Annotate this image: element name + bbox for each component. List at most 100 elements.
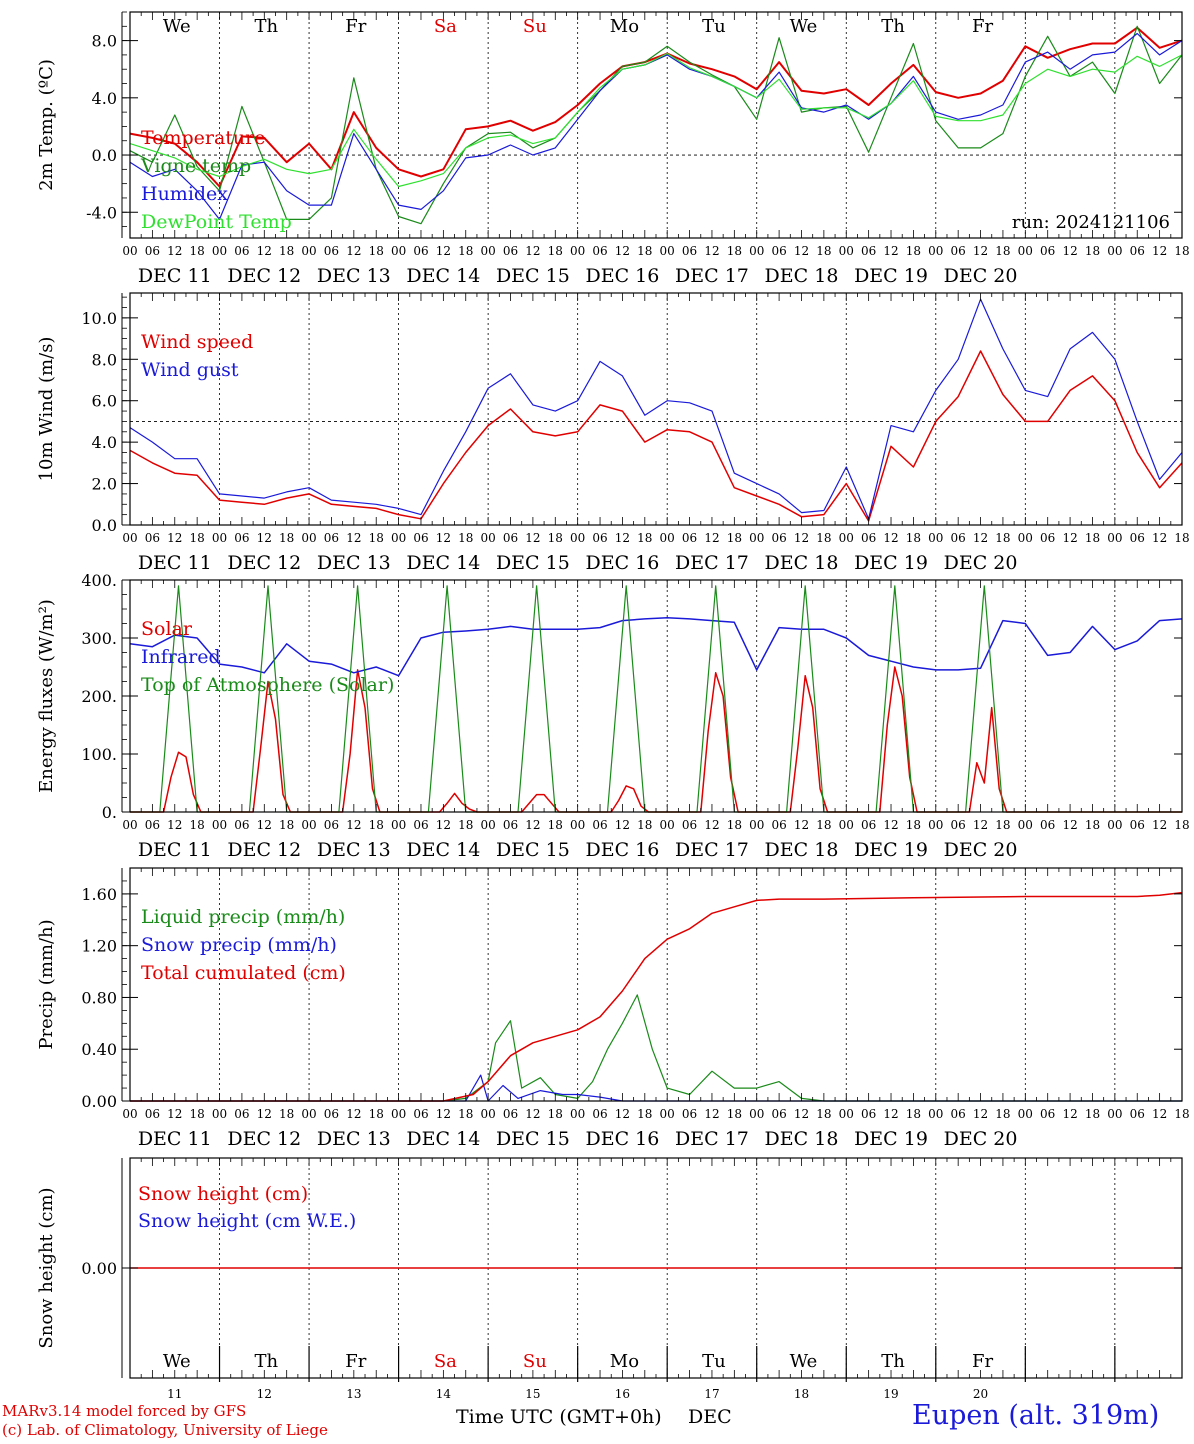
legend-entry: DewPoint Temp	[141, 211, 292, 233]
hour-tick-label: 06	[682, 818, 697, 832]
hour-tick-label: 18	[1174, 244, 1189, 258]
panel-2	[121, 292, 1183, 526]
legend-entry: Humidex	[141, 183, 228, 205]
hour-tick-label: 06	[413, 244, 428, 258]
date-label: DEC 14	[406, 552, 480, 574]
date-label: DEC 14	[406, 1128, 480, 1150]
hour-tick-label: 00	[660, 1107, 675, 1121]
hour-tick-label: 00	[301, 531, 316, 545]
weekday-label: Fr	[345, 16, 366, 37]
hour-tick-label: 06	[592, 1107, 607, 1121]
y-tick-label: 0.00	[81, 1259, 117, 1278]
weekday-label: Sa	[434, 16, 457, 37]
hour-tick-label: 00	[391, 1107, 406, 1121]
weekday-label: Sa	[434, 1351, 457, 1372]
hour-tick-label: 06	[951, 818, 966, 832]
panel-4	[121, 867, 1183, 1102]
legend-entry: Snow precip (mm/h)	[141, 934, 337, 956]
hour-tick-label: 12	[794, 818, 809, 832]
hour-tick-label: 12	[973, 818, 988, 832]
hour-tick-label: 06	[145, 244, 160, 258]
lab-credit: (c) Lab. of Climatology, University of L…	[2, 1421, 328, 1439]
legend-entry: Top of Atmosphere (Solar)	[141, 674, 394, 696]
y-tick-label: 300.	[81, 629, 117, 648]
legend-entry: Snow height (cm W.E.)	[138, 1210, 356, 1232]
y-tick-label: 0.0	[92, 146, 117, 165]
hour-tick-label: 06	[503, 818, 518, 832]
series-line-top-of-atmosphere-solar	[130, 585, 1182, 813]
hour-tick-label: 12	[1062, 531, 1077, 545]
hour-tick-label: 18	[727, 531, 742, 545]
hour-tick-label: 00	[928, 531, 943, 545]
date-label: DEC 12	[227, 839, 301, 861]
series-line-snow-precip-mm-h	[130, 1074, 1182, 1102]
y-tick-label: 1.60	[81, 885, 117, 904]
y-tick-label: 8.0	[92, 350, 117, 369]
hour-tick-label: 06	[234, 531, 249, 545]
hour-tick-label: 06	[771, 1107, 786, 1121]
day-number-label: 14	[436, 1387, 452, 1401]
hour-tick-label: 18	[1085, 244, 1100, 258]
weekday-label: Th	[881, 1351, 905, 1372]
day-number-label: 18	[794, 1387, 809, 1401]
date-label: DEC 13	[317, 552, 391, 574]
hour-tick-label: 06	[1040, 531, 1055, 545]
date-label: DEC 17	[675, 1128, 749, 1150]
hour-tick-label: 00	[212, 244, 227, 258]
hour-tick-label: 06	[1040, 1107, 1055, 1121]
hour-tick-label: 12	[1062, 1107, 1077, 1121]
series-line-liquid-precip-mm-h	[130, 994, 1182, 1102]
y-tick-label: 2.0	[92, 475, 117, 494]
y-tick-label: 0.00	[81, 1092, 117, 1111]
hour-tick-label: 18	[548, 531, 563, 545]
model-credit: MARv3.14 model forced by GFS	[2, 1402, 247, 1420]
legend-entry: Temperature	[141, 127, 265, 149]
hour-tick-label: 00	[660, 244, 675, 258]
y-tick-label: 8.0	[92, 32, 117, 51]
hour-tick-label: 18	[637, 1107, 652, 1121]
hour-tick-label: 06	[234, 244, 249, 258]
hour-tick-label: 18	[548, 818, 563, 832]
y-tick-label: 0.0	[92, 516, 117, 535]
date-label: DEC 18	[765, 1128, 839, 1150]
hour-tick-label: 18	[995, 244, 1010, 258]
hour-tick-label: 06	[503, 531, 518, 545]
hour-tick-label: 12	[973, 244, 988, 258]
hour-tick-label: 18	[995, 1107, 1010, 1121]
hour-tick-label: 12	[794, 244, 809, 258]
weekday-label: Tu	[702, 16, 726, 37]
hour-tick-label: 06	[1130, 531, 1145, 545]
hour-tick-label: 18	[279, 1107, 294, 1121]
panel-frame	[129, 867, 1183, 1102]
date-label: DEC 12	[227, 552, 301, 574]
hour-tick-label: 06	[861, 1107, 876, 1121]
hour-tick-label: 12	[525, 531, 540, 545]
date-label: DEC 18	[765, 552, 839, 574]
date-label: DEC 15	[496, 839, 570, 861]
hour-tick-label: 12	[257, 1107, 272, 1121]
date-label: DEC 18	[765, 839, 839, 861]
hour-tick-label: 12	[973, 531, 988, 545]
legend-entry: Wind gust	[141, 359, 239, 381]
hour-tick-label: 06	[951, 1107, 966, 1121]
weekday-label: Th	[254, 16, 278, 37]
hour-tick-label: 06	[682, 1107, 697, 1121]
date-label: DEC 13	[317, 1128, 391, 1150]
y-tick-label: 0.	[102, 803, 117, 822]
hour-tick-label: 12	[525, 818, 540, 832]
date-label: DEC 12	[227, 265, 301, 287]
hour-tick-label: 06	[682, 531, 697, 545]
hour-tick-label: 00	[1018, 818, 1033, 832]
hour-tick-label: 00	[570, 1107, 585, 1121]
date-label: DEC 19	[854, 552, 928, 574]
date-label: DEC 13	[317, 265, 391, 287]
hour-tick-label: 06	[413, 1107, 428, 1121]
hour-tick-label: 12	[167, 531, 182, 545]
hour-tick-label: 12	[1062, 818, 1077, 832]
hour-tick-label: 12	[436, 1107, 451, 1121]
hour-tick-label: 18	[1174, 1107, 1189, 1121]
series-line-wind-gust	[129, 298, 1183, 520]
weekday-label: We	[163, 1351, 191, 1372]
hour-tick-label: 18	[458, 244, 473, 258]
